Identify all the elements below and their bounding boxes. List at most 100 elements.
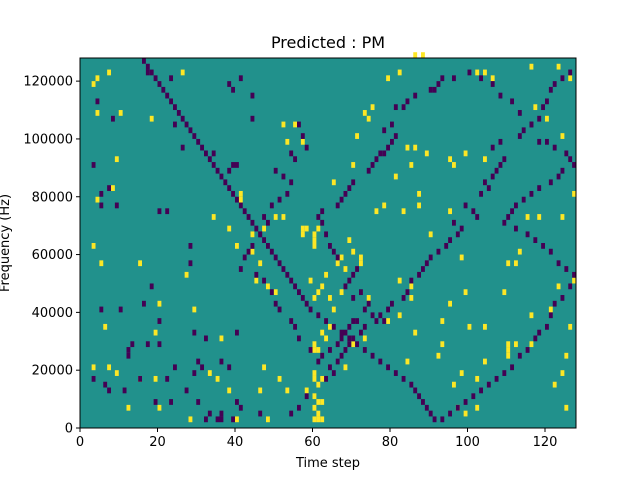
heatmap-cell-low	[173, 104, 177, 111]
heatmap-cell-high	[281, 121, 286, 128]
heatmap-cell-low	[355, 341, 360, 348]
heatmap-cell-low	[564, 266, 569, 272]
heatmap-cell-low	[262, 237, 267, 243]
heatmap-cell-high	[564, 404, 569, 411]
heatmap-cell-high	[483, 69, 487, 76]
heatmap-cell-high	[413, 329, 418, 336]
heatmap-cell-low	[130, 341, 135, 348]
heatmap-cell-high	[409, 162, 414, 168]
heatmap-cell-high	[475, 404, 480, 411]
heatmap-cell-high	[483, 323, 487, 330]
heatmap-cell-high	[463, 410, 468, 417]
heatmap-cell-high	[328, 323, 332, 330]
heatmap-cell-low	[219, 173, 224, 180]
heatmap-cell-low	[231, 162, 236, 168]
heatmap-cell-low	[238, 404, 243, 411]
heatmap-cell-low	[122, 387, 127, 394]
x-tick-label: 100	[455, 435, 480, 450]
heatmap-cell-high	[545, 115, 549, 122]
heatmap-cell-low	[424, 404, 429, 411]
heatmap-cell-low	[335, 254, 340, 261]
heatmap-cell-high	[413, 144, 418, 151]
heatmap-cell-low	[99, 190, 104, 197]
heatmap-cell-high	[184, 271, 189, 278]
heatmap-cell-low	[529, 121, 534, 128]
heatmap-cell-high	[254, 277, 259, 284]
heatmap-cell-low	[269, 202, 274, 209]
heatmap-cell-low	[366, 167, 371, 174]
heatmap-cell-high	[258, 387, 263, 394]
heatmap-cell-low	[502, 219, 507, 226]
heatmap-cell-high	[312, 341, 317, 348]
heatmap-cell-low	[370, 312, 375, 319]
heatmap-cell-low	[200, 144, 205, 151]
heatmap-cell-low	[548, 179, 553, 186]
heatmap-cell-low	[471, 393, 476, 400]
heatmap-cell-high	[320, 375, 325, 382]
heatmap-cell-low	[235, 329, 239, 336]
heatmap-cell-high	[362, 110, 367, 116]
heatmap-cell-high	[452, 381, 456, 388]
heatmap-cell-high	[529, 63, 534, 70]
heatmap-cell-low	[502, 156, 507, 163]
heatmap-cell-low	[297, 289, 301, 296]
heatmap-cell-low	[242, 208, 247, 215]
heatmap-cell-low	[161, 86, 166, 93]
heatmap-cell-low	[138, 375, 143, 382]
heatmap-cell-low	[180, 144, 185, 151]
heatmap-cell-low	[219, 410, 224, 417]
heatmap-cell-high	[413, 52, 418, 58]
heatmap-cell-low	[266, 219, 270, 226]
heatmap-cell-low	[277, 196, 282, 203]
heatmap-cell-high	[463, 150, 468, 157]
heatmap-cell-low	[207, 410, 212, 417]
heatmap-cell-low	[173, 364, 177, 371]
heatmap-cell-low	[517, 352, 522, 359]
heatmap-cell-low	[269, 248, 274, 255]
heatmap-cell-low	[262, 214, 267, 220]
heatmap-cell-low	[335, 358, 340, 365]
heatmap-cell-low	[238, 202, 243, 209]
heatmap-cell-low	[510, 364, 515, 371]
heatmap-cell-high	[211, 214, 216, 220]
heatmap-cell-low	[506, 214, 511, 220]
heatmap-cell-high	[312, 295, 317, 301]
heatmap-cell-low	[479, 387, 484, 394]
heatmap-cell-low	[165, 208, 170, 215]
heatmap-cell-high	[397, 69, 402, 76]
heatmap-cell-high	[366, 295, 371, 301]
heatmap-cell-high	[459, 254, 464, 261]
heatmap-cell-low	[424, 260, 429, 267]
heatmap-cell-high	[192, 306, 197, 313]
heatmap-cell-low	[238, 75, 243, 82]
heatmap-cell-low	[382, 318, 387, 324]
heatmap-cell-high	[320, 329, 325, 336]
heatmap-cell-low	[142, 58, 146, 64]
heatmap-cell-high	[300, 225, 305, 232]
heatmap-cell-high	[463, 289, 468, 296]
heatmap-cell-low	[428, 86, 433, 93]
heatmap-cell-high	[316, 347, 321, 353]
heatmap-cell-low	[300, 133, 305, 139]
x-tick-label: 20	[149, 435, 166, 450]
heatmap-cell-high	[215, 375, 220, 382]
heatmap-cell-low	[471, 208, 476, 215]
heatmap-cell-low	[448, 410, 453, 417]
x-axis: 0 20 40 60 80 100 120	[76, 428, 557, 450]
heatmap-cell-high	[572, 190, 577, 197]
heatmap-cell-low	[308, 347, 313, 353]
heatmap-cell-high	[324, 271, 329, 278]
heatmap-cell-low	[401, 104, 406, 111]
heatmap-cell-high	[258, 260, 263, 267]
heatmap-cell-high	[490, 75, 495, 82]
heatmap-cell-low	[343, 190, 348, 197]
heatmap-cell-low	[227, 81, 232, 87]
heatmap-cell-low	[231, 86, 236, 93]
heatmap-cell-low	[432, 416, 437, 423]
heatmap-cell-low	[545, 98, 549, 105]
heatmap-cell-high	[118, 110, 123, 116]
heatmap-cell-low	[339, 196, 344, 203]
heatmap-cell-low	[459, 225, 464, 232]
heatmap-cell-low	[293, 323, 298, 330]
